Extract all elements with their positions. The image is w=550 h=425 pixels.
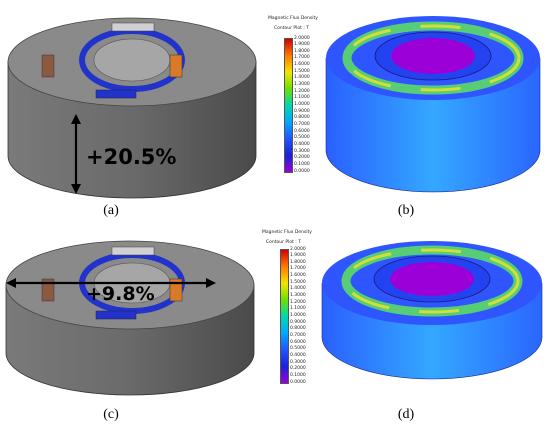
slot-bottom	[95, 310, 137, 320]
legend-tick: 0.2000	[294, 155, 310, 161]
legend-tick: 1.3000	[290, 293, 306, 299]
legend-d-colorbar	[280, 249, 289, 384]
legend-tick: 2.0000	[294, 35, 310, 41]
legend-tick: 1.3000	[294, 82, 310, 88]
height-arrow-head-down	[71, 184, 81, 194]
legend-tick: 0.7000	[290, 332, 306, 338]
model-c	[5, 240, 255, 396]
contour-core	[391, 38, 475, 74]
slot-top	[111, 246, 155, 256]
legend-tick: 1.5000	[294, 68, 310, 74]
legend-tick: 1.1000	[290, 306, 306, 312]
contour-core	[390, 262, 474, 296]
legend-tick: 1.0000	[294, 102, 310, 107]
caption-a: (a)	[103, 203, 119, 218]
contour-plot-b	[325, 16, 541, 193]
slot-left	[41, 278, 55, 302]
legend-tick: 1.7000	[294, 55, 310, 61]
legend-tick: 1.0000	[290, 313, 306, 318]
legend-tick: 0.4000	[294, 141, 310, 147]
legend-tick: 1.2000	[290, 299, 306, 305]
legend-tick: 0.3000	[294, 148, 310, 154]
legend-tick: 0.6000	[294, 128, 310, 134]
legend-tick: 1.5000	[290, 279, 306, 285]
contour-field-hot	[344, 248, 520, 314]
legend-d-title: Magnetic Flux Density	[262, 230, 312, 235]
diameter-arrow-head-left	[6, 278, 16, 288]
caption-c: (c)	[103, 407, 119, 422]
legend-tick: 0.9000	[294, 108, 310, 114]
caption-b: (b)	[397, 203, 415, 218]
legend-tick: 0.4000	[290, 352, 306, 358]
legend-tick: 1.6000	[290, 273, 306, 279]
slot-right	[169, 54, 183, 78]
legend-tick: 0.5000	[290, 346, 306, 352]
legend-tick: 0.1000	[294, 161, 310, 167]
legend-tick: 0.1000	[290, 372, 306, 378]
legend-b-title: Magnetic Flux Density	[268, 16, 318, 21]
legend-tick: 0.8000	[294, 115, 310, 121]
legend-tick: 0.2000	[290, 366, 306, 372]
legend-tick: 0.0000	[294, 168, 310, 174]
inner-core	[93, 38, 171, 82]
legend-tick: 1.4000	[290, 286, 306, 292]
legend-b-colorbar	[284, 38, 293, 173]
diameter-arrow-head-right	[206, 278, 216, 288]
legend-tick: 1.2000	[294, 88, 310, 94]
legend-tick: 1.1000	[294, 95, 310, 101]
legend-tick: 1.9000	[294, 42, 310, 48]
legend-tick: 1.9000	[290, 253, 306, 259]
legend-d-subtitle: Contour Plot : T	[266, 240, 302, 245]
height-arrow-head-up	[71, 114, 81, 124]
legend-tick: 1.8000	[294, 48, 310, 54]
legend-tick: 2.0000	[290, 246, 306, 252]
caption-d: (d)	[397, 407, 415, 422]
legend-tick: 0.7000	[294, 121, 310, 127]
legend-tick: 1.8000	[290, 259, 306, 265]
height-change-label: +20.5%	[86, 145, 177, 169]
legend-tick: 1.7000	[290, 266, 306, 272]
contour-plot-d	[321, 241, 543, 380]
legend-tick: 0.5000	[294, 135, 310, 141]
legend-tick: 0.3000	[290, 359, 306, 365]
slot-bottom	[95, 89, 137, 99]
legend-tick: 1.4000	[294, 75, 310, 81]
slot-left	[41, 54, 55, 78]
legend-b-subtitle: Contour Plot : T	[274, 26, 310, 31]
diameter-change-label: +9.8%	[86, 283, 155, 305]
legend-tick: 0.8000	[290, 326, 306, 332]
legend-tick: 0.0000	[290, 379, 306, 385]
legend-tick: 1.6000	[294, 62, 310, 68]
model-a	[7, 17, 257, 199]
legend-tick: 0.6000	[290, 339, 306, 345]
slot-top	[111, 22, 155, 32]
slot-right	[169, 278, 183, 302]
contour-field-hot	[345, 24, 521, 92]
legend-tick: 0.9000	[290, 319, 306, 325]
